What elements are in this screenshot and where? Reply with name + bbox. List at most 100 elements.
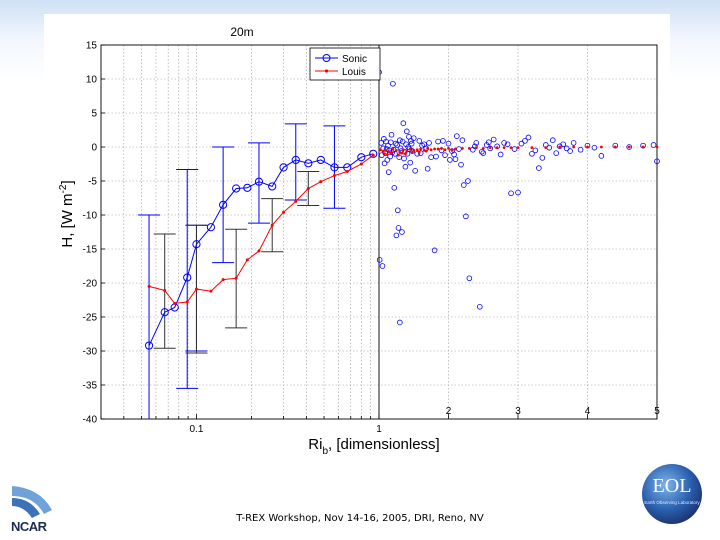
scatter-point-sonic — [532, 147, 539, 154]
series-louis — [147, 153, 375, 305]
scatter-point-louis — [378, 148, 382, 152]
scatter-point-sonic — [376, 257, 383, 263]
scatter-point-sonic — [379, 263, 386, 269]
y-axis-label-close: ] — [59, 180, 76, 184]
scatter-point-sonic — [497, 151, 504, 158]
x-tick-label: 2 — [446, 406, 452, 417]
data-point-sonic — [369, 149, 378, 158]
scatter-point-sonic — [490, 136, 497, 143]
scatter-point-sonic — [442, 152, 448, 158]
data-point-louis — [185, 300, 189, 304]
data-point-louis — [234, 276, 238, 280]
scatter-point-louis — [530, 146, 534, 150]
y-tick-label: 0 — [91, 143, 97, 154]
y-tick-label: -35 — [83, 381, 98, 392]
scatter-point-sonic — [440, 138, 446, 144]
chart-title: 20m — [230, 25, 253, 39]
data-point-louis — [371, 153, 375, 157]
scatter-point-sonic — [451, 151, 457, 158]
scatter-point-louis — [397, 153, 400, 157]
scatter-point-sonic — [463, 213, 469, 220]
scatter-point-sonic — [399, 138, 406, 145]
scatter-point-louis — [544, 146, 548, 150]
error-bar-sonic — [176, 168, 199, 389]
scatter-point-sonic — [378, 140, 384, 146]
scatter-point-sonic — [654, 158, 660, 165]
scatter-point-louis — [404, 152, 407, 156]
scatter-point-sonic — [563, 145, 570, 152]
scatter-point-sonic — [508, 190, 514, 197]
data-point-sonic — [268, 182, 277, 191]
y-axis-label: H, [W m-2] — [58, 180, 76, 247]
scatter-point-sonic — [567, 148, 573, 154]
data-point-sonic — [254, 177, 264, 186]
scatter-point-louis — [417, 150, 421, 154]
scatter-point-louis — [627, 145, 631, 149]
legend-box — [309, 47, 381, 81]
data-point-sonic — [330, 163, 339, 172]
data-point-louis — [245, 258, 249, 262]
scatter-point-sonic — [466, 275, 473, 282]
data-point-sonic — [243, 183, 252, 192]
scatter-point-sonic — [577, 146, 584, 153]
scatter-point-louis — [655, 145, 659, 149]
scatter-point-sonic — [626, 144, 632, 150]
scatter-point-sonic — [394, 142, 400, 148]
x-axis-label: Rib, [dimensionless] — [308, 436, 439, 457]
scatter-point-sonic — [460, 182, 467, 188]
scatter-point-louis — [443, 148, 447, 152]
scatter-point-sonic — [399, 229, 405, 235]
x-axis-label-sub: b — [322, 446, 328, 457]
scatter-point-sonic — [381, 160, 388, 167]
scatter-point-louis — [424, 149, 428, 153]
x-axis-label-main: Ri — [308, 436, 322, 453]
data-point-louis — [332, 174, 336, 178]
scatter-point-sonic — [504, 141, 511, 148]
scatter-point-sonic — [570, 140, 577, 146]
scatter-point-louis — [572, 145, 575, 149]
scatter-point-louis — [381, 149, 385, 153]
scatter-point-sonic — [501, 140, 507, 146]
scatter-point-sonic — [454, 133, 460, 139]
scatter-point-sonic — [387, 153, 393, 160]
scatter-point-sonic — [385, 169, 392, 175]
scatter-point-louis — [426, 146, 430, 150]
scatter-point-sonic — [431, 247, 438, 254]
data-point-sonic — [183, 273, 192, 282]
legend-marker-sonic — [322, 54, 331, 62]
scatter-point-sonic — [479, 148, 485, 155]
scatter-point-louis — [509, 146, 513, 150]
data-point-louis — [257, 249, 261, 253]
data-point-sonic — [279, 163, 288, 172]
scatter-point-sonic — [539, 155, 546, 161]
data-point-sonic — [316, 155, 325, 165]
scatter-point-sonic — [393, 232, 400, 239]
scatter-point-sonic — [426, 140, 432, 146]
scatter-point-sonic — [549, 137, 556, 143]
footer-caption: T-REX Workshop, Nov 14-16, 2005, DRI, Re… — [236, 513, 484, 524]
scatter-point-sonic — [515, 189, 521, 196]
scatter-point-sonic — [591, 144, 598, 151]
scatter-point-louis — [467, 146, 471, 150]
y-tick-label: -40 — [83, 415, 98, 426]
scatter-point-sonic — [419, 142, 425, 149]
scatter-point-sonic — [447, 157, 453, 163]
scatter-point-sonic — [518, 140, 525, 147]
y-tick-label: -5 — [88, 177, 97, 188]
scatter-point-sonic — [525, 134, 532, 141]
legend-marker-louis — [324, 69, 329, 73]
scatter-point-sonic — [395, 225, 402, 231]
data-point-louis — [147, 284, 151, 288]
scatter-point-louis — [401, 148, 405, 152]
scatter-point-sonic — [598, 153, 605, 159]
scatter-point-sonic — [414, 151, 421, 157]
data-point-louis — [359, 162, 363, 166]
scatter-point-sonic — [402, 163, 409, 170]
data-point-louis — [270, 223, 274, 227]
data-point-sonic — [206, 223, 216, 232]
scatter-point-louis — [383, 152, 386, 156]
legend-label-sonic: Sonic — [342, 54, 367, 65]
data-point-sonic — [291, 155, 300, 165]
